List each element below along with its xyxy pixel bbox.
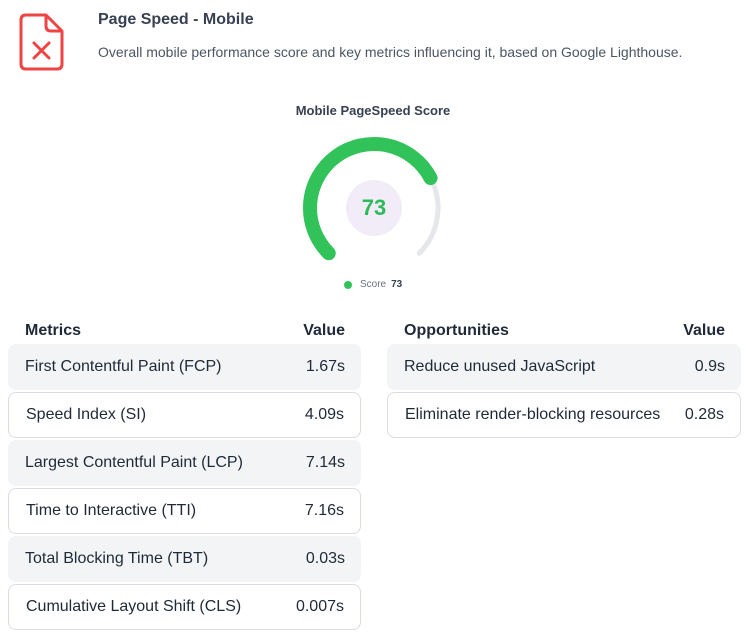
metrics-header-name: Metrics (25, 322, 82, 339)
metric-value: 7.14s (305, 454, 345, 471)
metric-value: 7.16s (304, 502, 344, 519)
gauge-track (416, 175, 441, 256)
gauge-legend[interactable]: Score 73 (344, 279, 402, 290)
metric-value: 0.03s (305, 550, 345, 567)
opportunity-row-render-blocking: Eliminate render-blocking resources 0.28… (387, 392, 741, 438)
page-subtitle: Overall mobile performance score and key… (98, 44, 683, 60)
opportunity-row-unused-js: Reduce unused JavaScript 0.9s (387, 344, 741, 390)
opportunity-name: Reduce unused JavaScript (404, 358, 596, 375)
gauge-title: Mobile PageSpeed Score (295, 103, 451, 118)
metric-row-tbt: Total Blocking Time (TBT) 0.03s (8, 536, 361, 582)
legend-dot (344, 280, 352, 289)
metric-row-fcp: First Contentful Paint (FCP) 1.67s (8, 344, 361, 390)
legend-value: 73 (391, 279, 403, 290)
file-error-icon (18, 12, 66, 72)
opportunity-name: Eliminate render-blocking resources (405, 406, 661, 423)
gauge-fill (303, 137, 438, 261)
legend-label: Score (360, 279, 387, 290)
opportunities-header-name: Opportunities (404, 322, 509, 339)
score-value: 73 (346, 180, 402, 236)
metric-name: Total Blocking Time (TBT) (25, 550, 209, 567)
metric-value: 0.007s (295, 598, 344, 615)
metrics-header-value: Value (303, 322, 345, 339)
metric-row-cls: Cumulative Layout Shift (CLS) 0.007s (8, 584, 361, 630)
page-title: Page Speed - Mobile (98, 11, 254, 28)
metrics-table: Metrics Value First Contentful Paint (FC… (8, 322, 361, 632)
opportunity-value: 0.9s (694, 358, 725, 375)
metric-value: 1.67s (305, 358, 345, 375)
metric-name: Largest Contentful Paint (LCP) (25, 454, 243, 471)
metrics-table-header: Metrics Value (8, 322, 361, 342)
metric-name: Cumulative Layout Shift (CLS) (26, 598, 242, 615)
opportunities-table-header: Opportunities Value (387, 322, 741, 342)
metric-value: 4.09s (304, 406, 344, 423)
opportunity-value: 0.28s (684, 406, 724, 423)
metric-row-lcp: Largest Contentful Paint (LCP) 7.14s (8, 440, 361, 486)
metric-name: First Contentful Paint (FCP) (25, 358, 222, 375)
score-gauge (303, 137, 441, 261)
opportunities-table: Opportunities Value Reduce unused JavaSc… (387, 322, 741, 440)
metric-name: Speed Index (SI) (26, 406, 147, 423)
opportunities-header-value: Value (683, 322, 725, 339)
metric-row-tti: Time to Interactive (TTI) 7.16s (8, 488, 361, 534)
metric-name: Time to Interactive (TTI) (26, 502, 197, 519)
metric-row-si: Speed Index (SI) 4.09s (8, 392, 361, 438)
